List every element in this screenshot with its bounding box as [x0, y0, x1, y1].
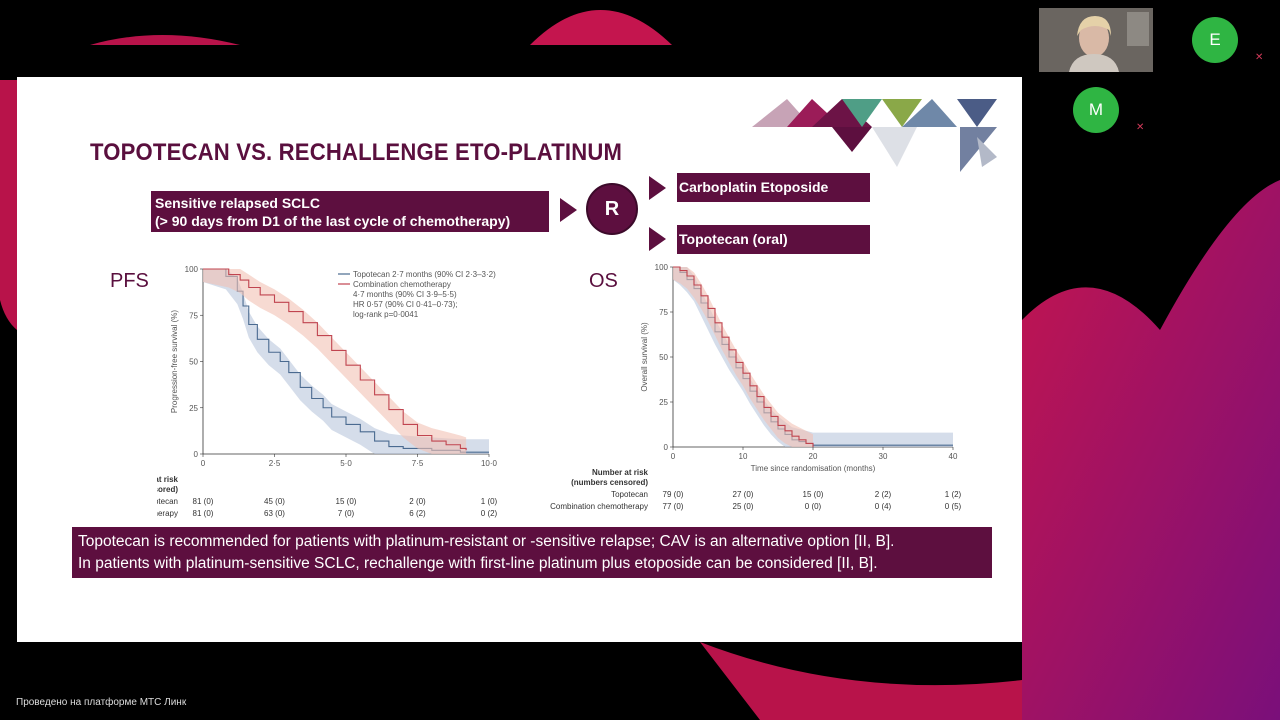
- presentation-slide: TOPOTECAN VS. RECHALLENGE ETO-PLATINUM S…: [17, 77, 1022, 642]
- y-tick-label: 75: [189, 311, 198, 320]
- risk-row-label: Topotecan: [611, 490, 648, 499]
- mic-off-icon: ✕: [1255, 52, 1264, 63]
- y-tick-label: 100: [185, 265, 199, 274]
- risk-value: 81 (0): [193, 509, 214, 518]
- x-axis-label: Time since randomisation (months): [751, 464, 876, 473]
- conclusion-line1: Topotecan is recommended for patients wi…: [78, 533, 895, 550]
- participant-avatar-e[interactable]: E: [1192, 17, 1238, 63]
- risk-value: 25 (0): [733, 502, 754, 511]
- legend-entry: Topotecan 2·7 months (90% CI 2·3–3·2): [353, 270, 496, 279]
- legend-entry: Combination chemotherapy: [353, 280, 451, 289]
- participant-avatar-m[interactable]: M: [1073, 87, 1119, 133]
- arm-carboplatin-etoposide: Carboplatin Etoposide: [677, 173, 870, 202]
- risk-value: 6 (2): [409, 509, 426, 518]
- x-tick-label: 7·5: [412, 459, 424, 468]
- y-tick-label: 50: [659, 353, 668, 362]
- y-tick-label: 50: [189, 358, 198, 367]
- platform-footer: Проведено на платформе МТС Линк: [16, 697, 187, 708]
- risk-value: 0 (5): [945, 502, 962, 511]
- person-icon: [1039, 8, 1153, 72]
- x-tick-label: 5·0: [340, 459, 352, 468]
- risk-row-label: Topotecan: [157, 497, 178, 506]
- pfs-chart: 0 25 50 75 100 0 2·5 5·0 7·5 10·0 Progression-free…: [157, 265, 498, 518]
- x-tick-label: 0: [671, 452, 676, 461]
- y-tick-label: 0: [664, 443, 669, 452]
- arm-topotecan-oral: Topotecan (oral): [677, 225, 870, 254]
- arrow-to-r: [560, 198, 577, 222]
- arrow-to-arm1: [649, 176, 666, 200]
- y-tick-label: 0: [194, 450, 199, 459]
- series-line-topotecan: [203, 268, 489, 453]
- risk-table-subheader: (numbers censored): [571, 478, 648, 487]
- risk-table-header: Number at risk: [592, 468, 649, 477]
- x-tick-label: 10·0: [481, 459, 498, 468]
- risk-value: 0 (4): [875, 502, 892, 511]
- risk-value: 77 (0): [663, 502, 684, 511]
- series-line-topotecan: [673, 266, 953, 446]
- risk-value: 2 (0): [409, 497, 426, 506]
- confidence-band-combination: [673, 267, 813, 447]
- risk-value: 1 (2): [945, 490, 962, 499]
- risk-value: 15 (0): [336, 497, 357, 506]
- x-tick-label: 10: [739, 452, 748, 461]
- risk-value: 79 (0): [663, 490, 684, 499]
- sensitive-box-line2: (> 90 days from D1 of the last cycle of …: [155, 213, 511, 229]
- risk-table-header: Number at risk: [157, 475, 179, 484]
- series-line-combination: [673, 266, 814, 447]
- risk-value: 7 (0): [338, 509, 355, 518]
- confidence-band-combination: [203, 269, 467, 454]
- conclusion-box: Topotecan is recommended for patients wi…: [72, 527, 992, 578]
- y-tick-label: 75: [659, 308, 668, 317]
- risk-value: 0 (2): [481, 509, 498, 518]
- risk-value: 27 (0): [733, 490, 754, 499]
- os-label: OS: [589, 270, 618, 292]
- y-axis-label: Overall survival (%): [640, 322, 649, 392]
- os-chart: 0 25 50 75 100 0 10 20 30 40 Overall survival (%) T…: [550, 263, 962, 511]
- slide-title: TOPOTECAN VS. RECHALLENGE ETO-PLATINUM: [90, 139, 623, 166]
- y-axis-label: Progression-free survival (%): [170, 310, 179, 413]
- randomisation-circle: R: [586, 183, 638, 235]
- risk-value: 45 (0): [264, 497, 285, 506]
- risk-table-subheader: (numbers censored): [157, 485, 178, 494]
- legend-entry: HR 0·57 (90% CI 0·41–0·73);: [353, 300, 458, 309]
- x-tick-label: 2·5: [269, 459, 281, 468]
- sensitive-box-line1: Sensitive relapsed SCLC: [155, 195, 320, 211]
- risk-value: 1 (0): [481, 497, 498, 506]
- x-tick-label: 0: [201, 459, 206, 468]
- legend-entry: 4·7 months (90% CI 3·9–5·5): [353, 290, 457, 299]
- arrow-to-arm2: [649, 227, 666, 251]
- conclusion-line2: In patients with platinum-sensitive SCLC…: [78, 555, 878, 572]
- risk-row-label: Combination chemotherapy: [157, 509, 178, 518]
- y-tick-label: 25: [659, 398, 668, 407]
- risk-value: 2 (2): [875, 490, 892, 499]
- risk-value: 15 (0): [803, 490, 824, 499]
- y-tick-label: 100: [655, 263, 669, 272]
- legend-entry: log-rank p=0·0041: [353, 310, 419, 319]
- pfs-label: PFS: [110, 270, 149, 292]
- participant-video[interactable]: [1039, 8, 1153, 72]
- y-tick-label: 25: [189, 404, 198, 413]
- x-tick-label: 20: [809, 452, 818, 461]
- sensitive-relapsed-box: Sensitive relapsed SCLC (> 90 days from …: [151, 191, 549, 232]
- risk-row-label: Combination chemotherapy: [550, 502, 648, 511]
- mic-off-icon: ✕: [1136, 122, 1145, 133]
- decorative-triangles: [752, 99, 997, 172]
- risk-value: 63 (0): [264, 509, 285, 518]
- x-tick-label: 40: [949, 452, 958, 461]
- risk-value: 0 (0): [805, 502, 822, 511]
- confidence-band-topotecan: [673, 267, 953, 447]
- x-tick-label: 30: [879, 452, 888, 461]
- series-line-combination: [203, 268, 467, 451]
- risk-value: 81 (0): [193, 497, 214, 506]
